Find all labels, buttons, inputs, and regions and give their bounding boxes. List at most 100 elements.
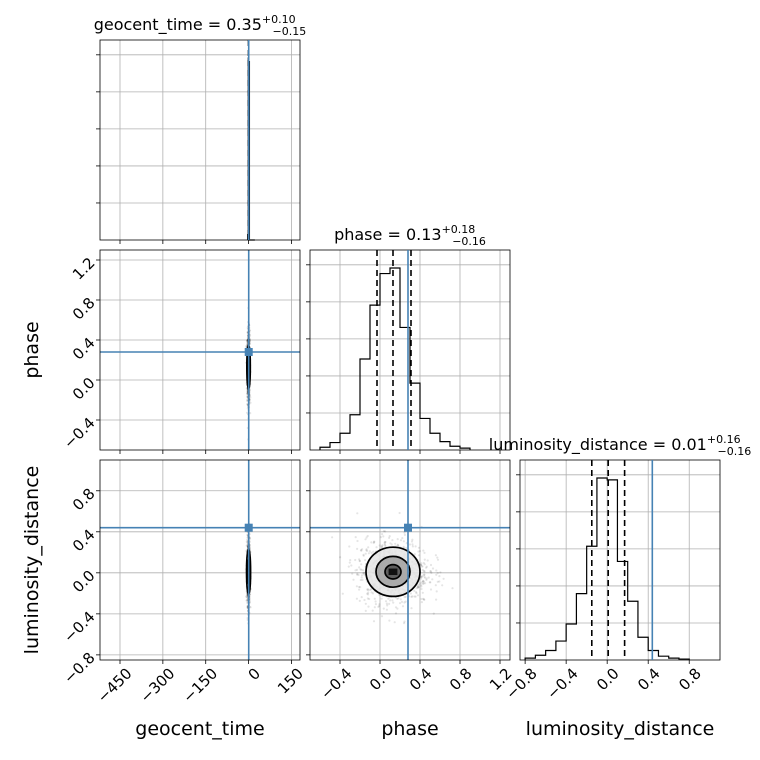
scatter-point — [351, 572, 354, 575]
scatter-point — [435, 569, 438, 572]
scatter-point — [438, 575, 441, 578]
scatter-point — [373, 606, 376, 609]
scatter-point — [360, 568, 363, 571]
scatter-point — [410, 607, 413, 610]
scatter-point — [359, 568, 362, 571]
scatter-point — [360, 574, 364, 577]
scatter-point — [366, 592, 369, 595]
scatter-point — [422, 549, 425, 552]
scatter-point — [436, 571, 439, 575]
panel-frame — [99, 39, 301, 241]
scatter-point — [420, 584, 423, 587]
scatter-point — [383, 544, 386, 547]
scatter-point — [381, 544, 384, 547]
scatter-point — [382, 535, 385, 538]
scatter-point — [367, 591, 370, 594]
x-tick-label-phase: 0.0 — [366, 664, 396, 694]
histogram-phase — [319, 267, 471, 450]
scatter-point — [419, 577, 423, 580]
scatter-point — [422, 570, 425, 573]
scatter-point — [431, 578, 434, 581]
scatter-point — [422, 580, 425, 583]
scatter-point — [356, 547, 359, 551]
scatter-point — [429, 563, 433, 567]
x-axis-label-luminosity_distance: luminosity_distance — [526, 718, 715, 740]
scatter-point — [403, 533, 406, 537]
scatter-point — [385, 608, 388, 611]
scatter-point — [367, 593, 370, 596]
scatter-point — [357, 573, 360, 577]
scatter-point — [246, 399, 249, 402]
scatter-point — [419, 582, 422, 585]
scatter-point — [396, 538, 399, 541]
x-tick-label-luminosity_distance: 0.0 — [593, 664, 623, 694]
scatter-point — [413, 553, 416, 556]
scatter-point — [416, 584, 419, 587]
scatter-point — [426, 559, 429, 562]
scatter-point — [377, 605, 380, 609]
x-tick-label-geocent_time: −450 — [94, 664, 136, 706]
scatter-point — [423, 558, 426, 561]
scatter-point — [423, 598, 426, 601]
scatter-point — [414, 545, 417, 548]
scatter-point — [358, 599, 361, 603]
scatter-point — [366, 549, 369, 553]
scatter-point — [429, 570, 432, 573]
scatter-point — [362, 569, 365, 572]
scatter-point — [422, 582, 425, 585]
scatter-point — [394, 606, 398, 609]
x-tick-label-geocent_time: −150 — [179, 664, 221, 706]
scatter-point — [356, 572, 359, 576]
scatter-point — [402, 540, 405, 543]
scatter-point — [396, 543, 399, 546]
scatter-point — [246, 392, 249, 395]
scatter-point — [383, 541, 386, 544]
scatter-point — [358, 566, 361, 569]
panel-frame — [99, 459, 301, 661]
scatter-point — [366, 588, 369, 591]
x-tick-label-luminosity_distance: −0.4 — [543, 664, 581, 702]
scatter-point — [388, 619, 391, 622]
x-tick-label-phase: 0.8 — [446, 664, 476, 694]
scatter-point — [378, 544, 381, 547]
scatter-point — [410, 595, 413, 599]
scatter-point — [410, 540, 414, 543]
scatter-point — [355, 597, 358, 600]
scatter-point — [430, 571, 433, 575]
scatter-point — [399, 602, 402, 605]
scatter-point — [413, 595, 416, 598]
x-axis-label-geocent_time: geocent_time — [135, 718, 264, 740]
scatter-point — [413, 589, 416, 593]
scatter-point — [417, 585, 420, 589]
scatter-point — [398, 511, 401, 515]
scatter-point — [421, 579, 424, 583]
scatter-point — [434, 554, 437, 557]
scatter-point — [385, 602, 388, 605]
scatter-point — [400, 600, 404, 604]
y-axis-label-phase: phase — [21, 321, 43, 378]
contour-line — [365, 546, 421, 598]
scatter-point — [359, 578, 362, 582]
scatter-point — [355, 568, 359, 572]
scatter-point — [246, 596, 249, 599]
scatter-point — [370, 541, 373, 544]
scatter-point — [396, 597, 399, 600]
scatter-point — [435, 590, 438, 593]
y-tick-label-luminosity_distance: 0.0 — [69, 567, 99, 597]
hist-panel-geocent_time — [96, 39, 301, 244]
x-tick-label-geocent_time: −300 — [137, 664, 179, 706]
scatter-point — [373, 597, 376, 600]
y-tick-label-phase: 0.4 — [69, 334, 99, 364]
scatter-point — [428, 581, 431, 584]
scatter-point — [339, 556, 342, 559]
scatter-point — [417, 546, 421, 549]
scatter-point — [388, 535, 391, 538]
scatter-point — [442, 577, 445, 580]
scatter-point — [436, 580, 439, 583]
scatter-point — [441, 584, 444, 587]
scatter-point — [378, 603, 381, 606]
scatter-point — [389, 599, 392, 602]
scatter-point — [399, 598, 402, 601]
scatter-point — [403, 622, 406, 625]
scatter-point — [417, 586, 420, 589]
